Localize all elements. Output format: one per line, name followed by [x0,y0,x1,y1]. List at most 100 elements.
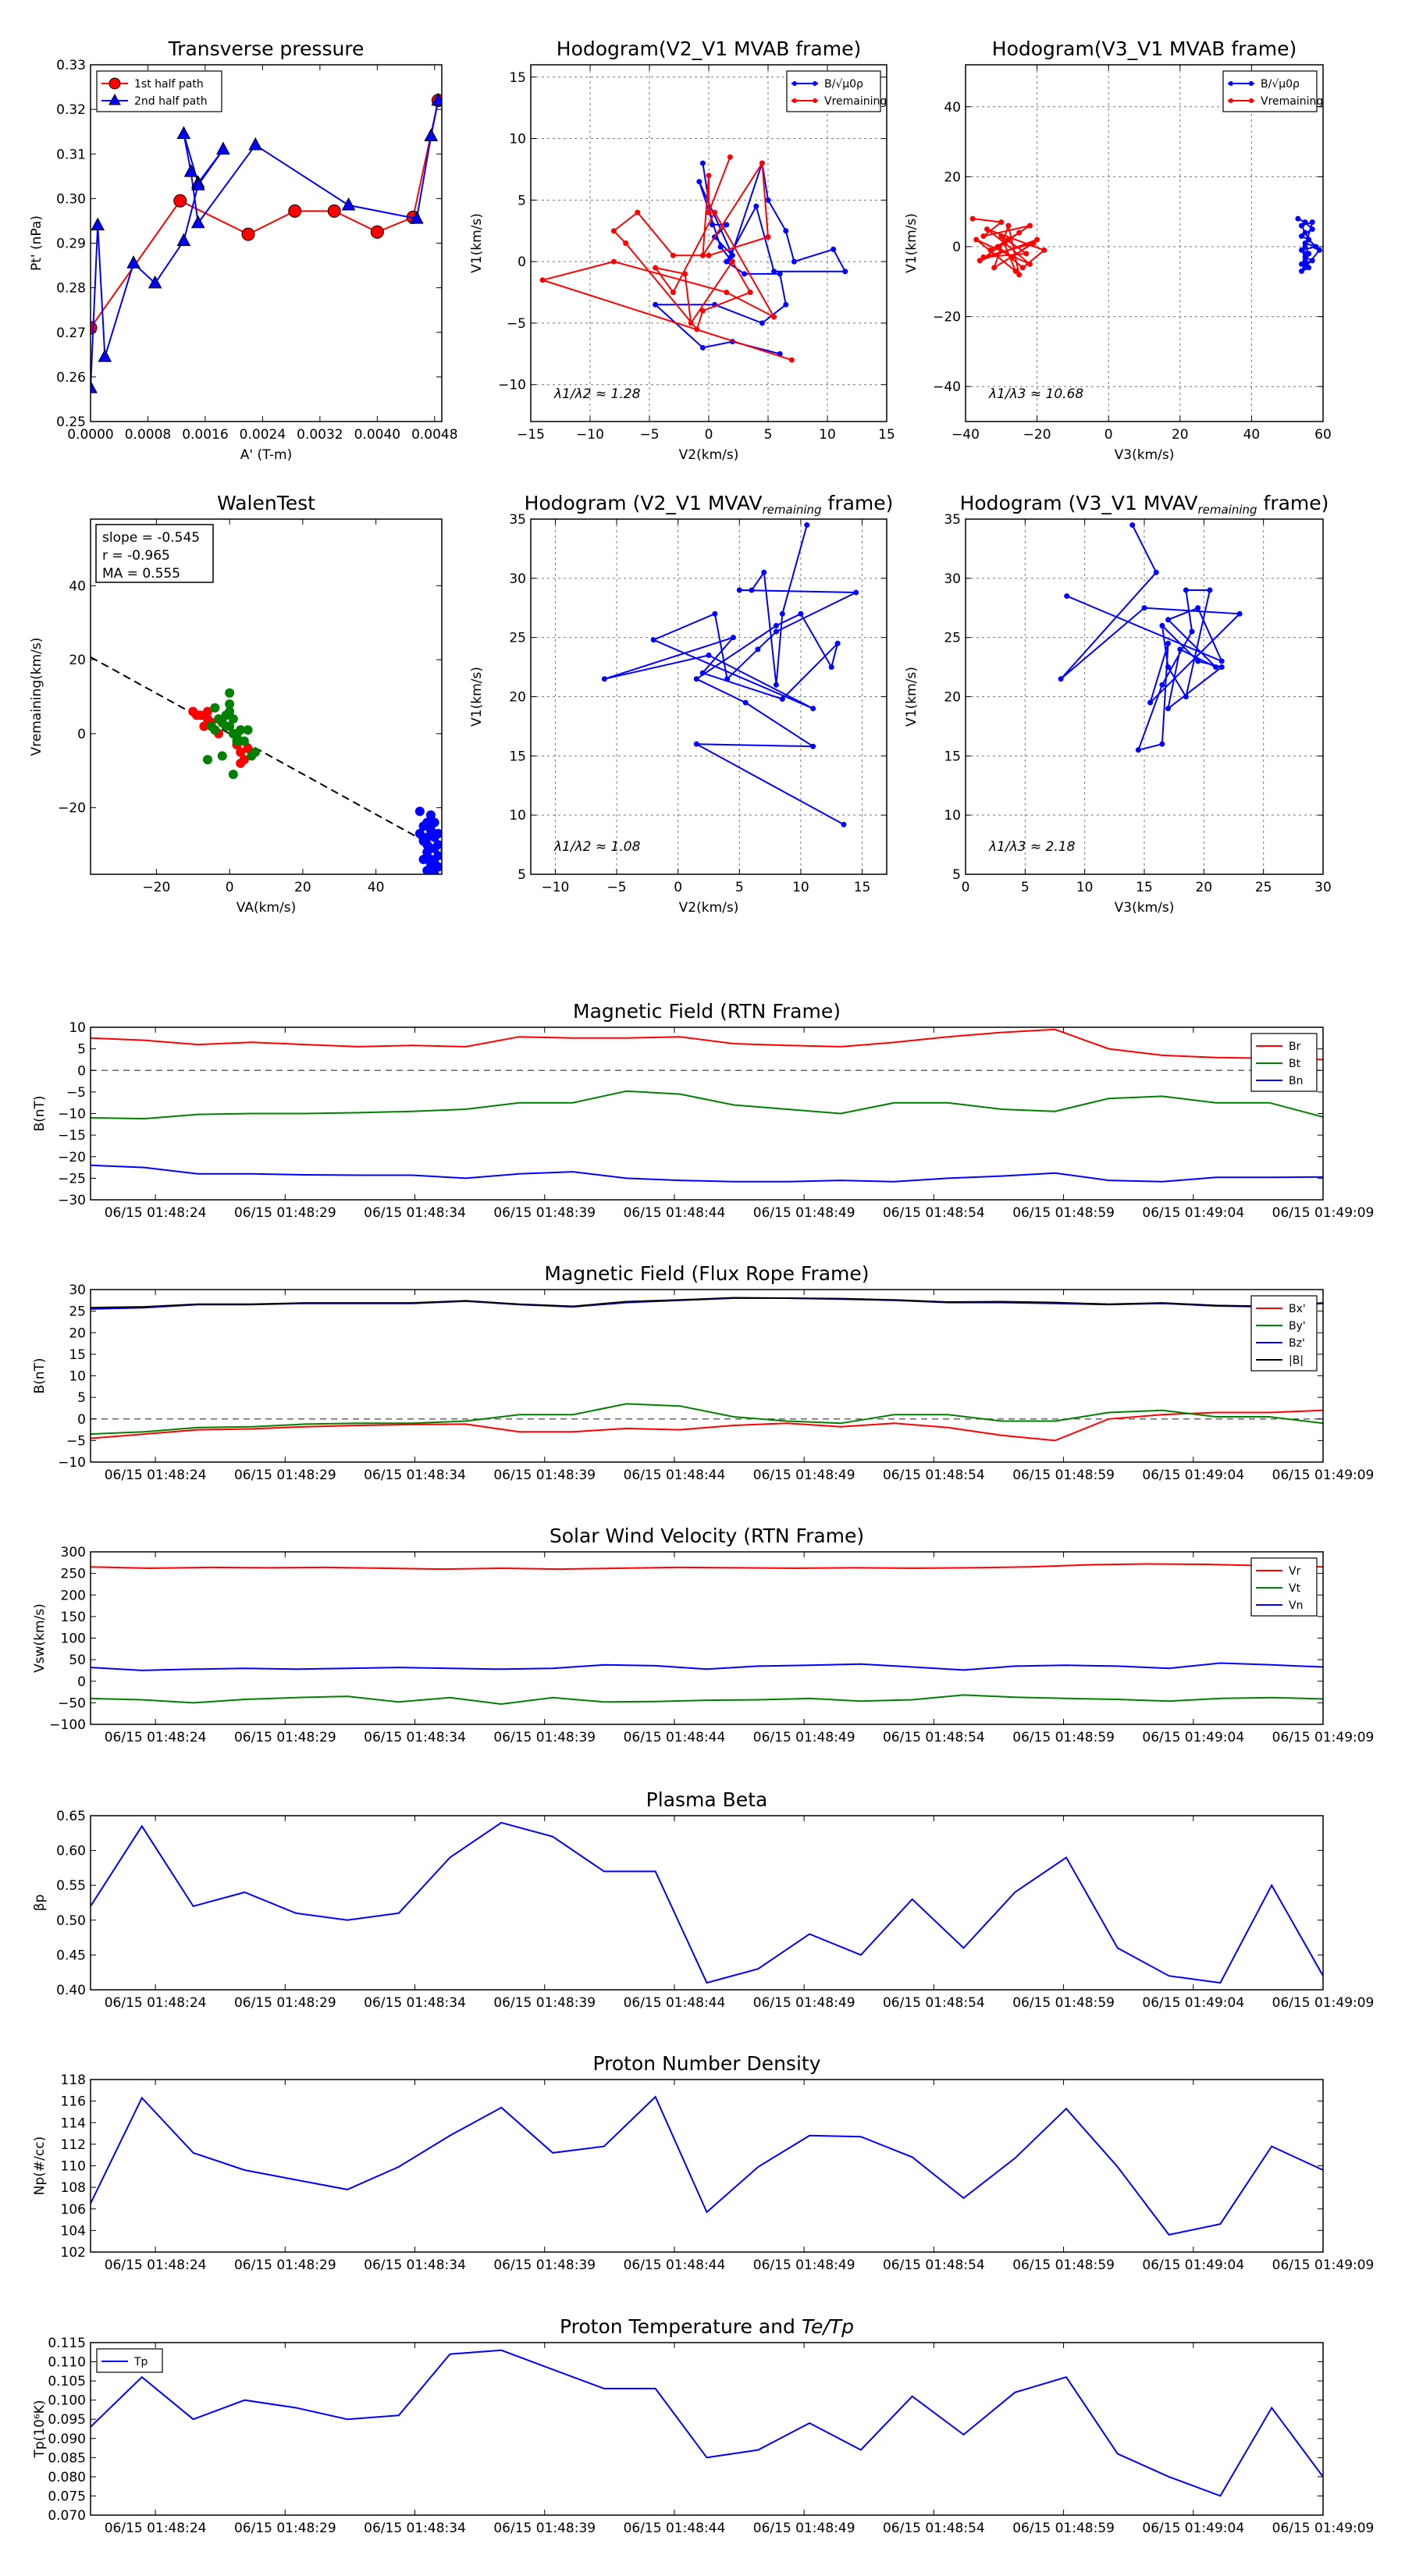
data-point [724,222,730,228]
data-point [717,244,724,250]
y-tick-label: 10 [69,1020,86,1036]
data-point [1183,694,1189,699]
legend-label: Bn [1289,1075,1303,1087]
y-tick-label: 15 [944,749,961,764]
x-tick-label: 06/15 01:48:59 [1012,2258,1115,2273]
data-point [749,587,755,593]
y-tick-label: 10 [509,132,526,148]
data-point [433,862,442,872]
stats-box [95,524,214,583]
y-tick-label: −10 [58,1107,86,1123]
legend-marker [1249,81,1254,86]
legend: 1st half path 2nd half path [96,70,222,112]
y-tick-label: −20 [58,801,86,817]
y-tick-label: 106 [61,2202,86,2218]
data-point [987,247,994,253]
x-tick-label: 06/15 01:48:59 [1012,1730,1115,1745]
axes-frame [90,2342,1324,2516]
data-point [842,269,848,275]
data-point [699,308,706,314]
series-line-Tp [91,2349,1323,2497]
hodogram_v2_v1_mvav-chart: 5 10 15 20 25 30 35 −10 −5 0 5 10 15 Hodogram (V2_V1 … [469,492,893,916]
data-point [418,821,429,831]
data-point [1030,240,1037,246]
data-point [424,128,439,141]
chart-title: Hodogram(V3_V1 MVAB frame) [992,37,1297,60]
data-point [1309,219,1315,226]
data-point [755,646,761,653]
legend-marker [108,93,121,105]
data-point [1302,244,1308,250]
y-tick-label: 15 [69,1347,86,1363]
plot-area [1058,522,1243,753]
y-tick-label: 0 [77,1674,86,1690]
data-point [191,710,201,720]
y-tick-label: 0.115 [48,2336,86,2351]
data-point [773,681,779,688]
data-point [831,246,837,252]
data-point [998,219,1005,226]
data-point [173,194,187,208]
data-point [724,258,730,265]
data-point [418,855,429,865]
data-point [1302,229,1308,236]
y-tick-label: 10 [509,808,526,824]
data-point [777,271,783,277]
data-point [203,755,212,765]
x-tick-label: 06/15 01:48:39 [493,1995,596,2011]
plot-area [91,1821,1323,1984]
x-tick-label: −5 [607,880,627,895]
y-tick-label: 25 [944,631,961,646]
data-point [225,699,235,709]
x-tick-label: −20 [1023,427,1051,443]
y-tick-label: 0 [518,254,526,270]
data-point [414,806,425,817]
plasma_beta-chart: 0.40 0.45 0.50 0.55 0.60 0.65 06/15 01:48:24 06… [32,1788,1374,2011]
y-tick-label: −10 [498,378,526,393]
y-tick-label: −20 [58,1150,86,1165]
stats-line: r = -0.965 [102,548,170,564]
plot-area [91,1297,1323,1442]
legend-marker [108,77,121,90]
data-point [773,623,779,628]
y-tick-label: 30 [509,571,526,587]
x-tick-label: 06/15 01:48:59 [1012,1205,1115,1221]
y-tick-label: 0.075 [48,2489,86,2504]
plot-area [969,215,1322,278]
eigenvalue-ratio-label: λ1/λ2 ≈ 1.08 [553,839,641,855]
plot-area [91,92,442,393]
data-point [773,628,779,635]
data-point [650,637,656,643]
data-point [1129,522,1136,528]
data-point [1019,265,1026,271]
series-line-Bx' [91,1409,1323,1442]
x-tick-label: 06/15 01:48:34 [364,1730,466,1745]
legend-label: |B| [1289,1354,1304,1367]
x-tick-label: 06/15 01:49:09 [1272,1730,1375,1745]
data-point [1005,237,1012,243]
y-tick-label: 0.27 [56,326,86,341]
legend-box [1250,1295,1318,1372]
legend-label: Tp [133,2356,148,2368]
data-point [699,670,706,676]
legend-marker [1249,98,1254,103]
data-point [1041,247,1048,253]
data-point [539,277,546,283]
data-point [759,320,765,326]
series-line-2nd half path [91,100,439,389]
x-tick-label: 06/15 01:48:29 [234,2521,336,2536]
data-point [810,706,816,712]
series-line-Vt [91,1694,1323,1706]
legend-label: Vt [1289,1582,1301,1595]
data-point [994,244,1001,250]
data-point [206,721,216,731]
data-point [1177,646,1183,653]
chart-title: Magnetic Field (Flux Rope Frame) [544,1262,869,1285]
x-tick-label: 06/15 01:48:54 [883,1730,985,1745]
y-tick-label: 35 [509,512,526,528]
x-tick-label: 20 [1172,427,1189,443]
transverse_pressure-chart: 0.25 0.26 0.27 0.28 0.29 0.30 0.31 0.32 0.33 0.00… [29,37,458,463]
data-point [706,252,712,258]
x-tick-label: 06/15 01:48:24 [105,2258,207,2273]
y-tick-label: 0.110 [48,2355,86,2371]
